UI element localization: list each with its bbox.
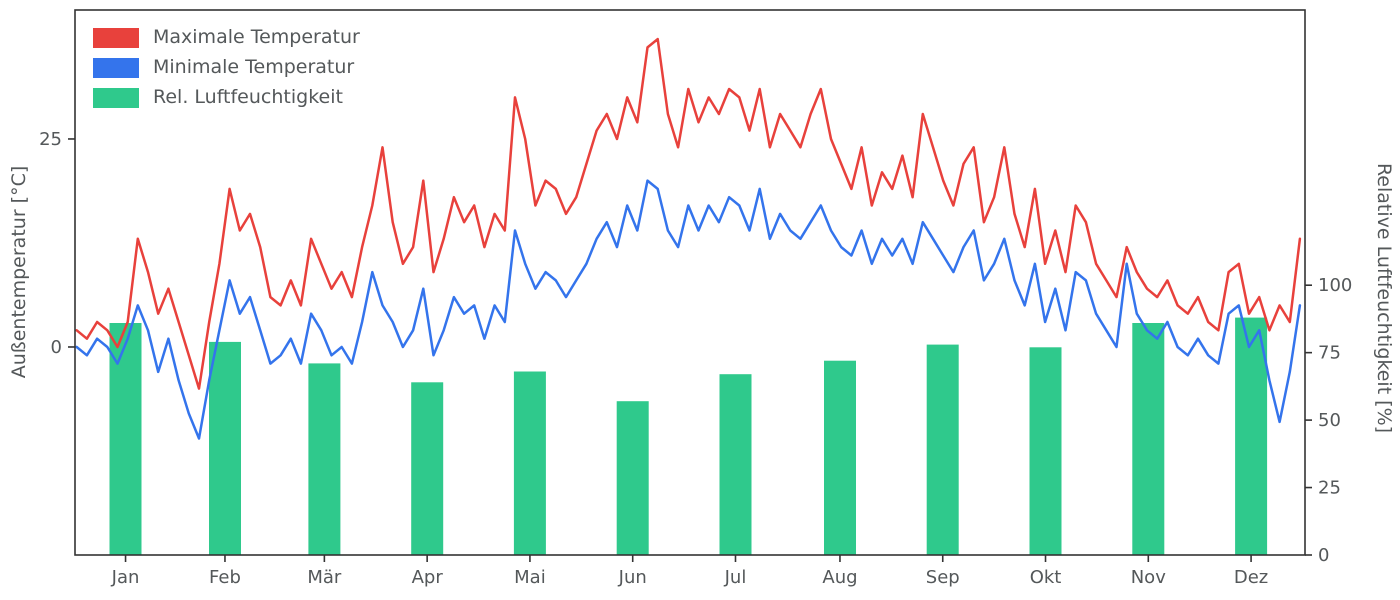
legend-label-humidity: Rel. Luftfeuchtigkeit: [153, 86, 343, 108]
legend-label-max-temp: Maximale Temperatur: [153, 26, 360, 48]
min-temp-line: [75, 179, 1302, 440]
month-tick-label: Aug: [822, 567, 857, 588]
humidity-bar: [824, 360, 856, 555]
legend-swatch-min-temp: [93, 57, 139, 78]
humidity-bar: [411, 382, 444, 555]
right-tick-label: 75: [1318, 343, 1341, 364]
plot-border: [74, 9, 1306, 556]
month-tick-label: Mai: [514, 567, 546, 588]
left-tick-label: 25: [39, 129, 62, 150]
max-temp-line: [75, 37, 1302, 390]
left-tick-label: 0: [51, 337, 62, 358]
humidity-bar: [719, 374, 752, 555]
legend-item-min-temp: Minimale Temperatur: [93, 57, 360, 78]
humidity-bar: [1132, 323, 1165, 555]
left-axis-label: Außentemperatur [°C]: [8, 166, 30, 379]
month-tick-label: Jun: [618, 567, 647, 588]
humidity-bar: [209, 341, 241, 555]
legend-item-humidity: Rel. Luftfeuchtigkeit: [93, 87, 360, 108]
right-tick-label: 25: [1318, 478, 1341, 499]
month-tick-label: Dez: [1234, 567, 1268, 588]
humidity-bar: [513, 371, 546, 555]
month-tick-label: Sep: [926, 567, 960, 588]
month-tick-label: Mär: [307, 567, 342, 588]
month-tick-label: Jul: [724, 567, 747, 588]
chart-root: 0 25 0 25 50 75 100 Jan Feb Mär Apr Mai Jun Jul Aug Sep…: [39, 9, 1352, 588]
humidity-bar: [308, 363, 341, 555]
right-axis-label: Relative Luftfeuchtigkeit [%]: [1373, 163, 1395, 433]
right-tick-label: 50: [1318, 410, 1341, 431]
right-tick-label: 0: [1318, 545, 1329, 566]
legend-label-min-temp: Minimale Temperatur: [153, 56, 355, 78]
month-tick-label: Apr: [412, 567, 444, 588]
humidity-bar: [926, 344, 959, 555]
month-tick-label: Jan: [111, 567, 140, 588]
legend-swatch-max-temp: [93, 27, 139, 48]
humidity-bar: [616, 401, 649, 555]
legend: Maximale Temperatur Minimale Temperatur Re…: [93, 27, 360, 108]
month-tick-label: Okt: [1030, 567, 1062, 588]
humidity-bar: [1235, 317, 1268, 555]
month-tick-label: Nov: [1131, 567, 1166, 588]
right-tick-label: 100: [1318, 275, 1352, 296]
month-tick-label: Feb: [209, 567, 241, 588]
legend-item-max-temp: Maximale Temperatur: [93, 27, 360, 48]
humidity-bar: [1029, 347, 1062, 555]
humidity-bar: [109, 323, 142, 555]
legend-swatch-humidity: [93, 87, 139, 108]
